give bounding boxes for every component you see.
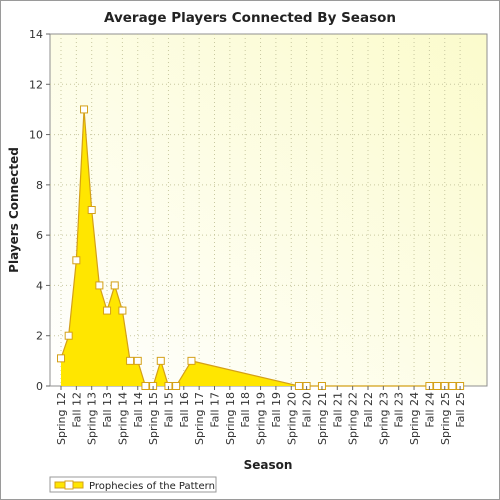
x-tick-label: Fall 13 bbox=[101, 392, 114, 428]
data-point bbox=[172, 382, 181, 390]
legend-label: Prophecies of the Pattern bbox=[89, 481, 215, 492]
data-point bbox=[87, 206, 96, 214]
y-tick-label: 4 bbox=[36, 279, 43, 292]
x-tick-label: Fall 16 bbox=[178, 392, 191, 428]
data-point bbox=[133, 356, 142, 365]
chart-title: Average Players Connected By Season bbox=[104, 10, 396, 26]
data-point bbox=[110, 281, 119, 290]
data-point bbox=[141, 382, 150, 390]
y-tick-label: 2 bbox=[36, 330, 43, 343]
y-tick-label: 6 bbox=[36, 229, 43, 242]
x-tick-label: Fall 20 bbox=[301, 392, 314, 428]
x-tick-label: Spring 22 bbox=[347, 392, 360, 445]
x-tick-label: Fall 12 bbox=[70, 392, 83, 428]
legend-box bbox=[49, 476, 217, 493]
series-fill bbox=[61, 109, 461, 387]
x-tick-label: Spring 25 bbox=[439, 392, 452, 445]
x-tick-label: Spring 19 bbox=[255, 392, 268, 445]
x-tick-label: Fall 22 bbox=[362, 392, 375, 428]
x-tick-label: Spring 14 bbox=[116, 392, 129, 445]
x-axis-ticks: Spring 12 Fall 12 Spring 13 Fall 13 Spring 1… bbox=[55, 386, 467, 445]
data-point bbox=[103, 306, 112, 315]
data-point bbox=[294, 382, 303, 390]
x-tick-label: Fall 15 bbox=[162, 392, 175, 428]
y-tick-label: 8 bbox=[36, 179, 43, 192]
x-tick-label: Spring 24 bbox=[408, 392, 421, 445]
y-tick-label: 12 bbox=[29, 78, 43, 91]
data-point bbox=[126, 356, 135, 365]
data-point bbox=[156, 356, 165, 365]
data-point bbox=[57, 354, 65, 363]
y-tick-label: 10 bbox=[29, 129, 43, 142]
legend: Prophecies of the Pattern bbox=[49, 476, 217, 493]
x-tick-label: Fall 25 bbox=[454, 392, 467, 428]
x-tick-label: Spring 13 bbox=[86, 392, 99, 445]
x-tick-label: Spring 17 bbox=[193, 392, 206, 445]
data-point bbox=[118, 306, 127, 315]
x-tick-label: Fall 18 bbox=[239, 392, 252, 428]
x-tick-label: Spring 18 bbox=[224, 392, 237, 445]
data-point bbox=[187, 356, 196, 365]
x-tick-label: Spring 21 bbox=[316, 392, 329, 445]
x-tick-label: Fall 14 bbox=[132, 392, 145, 428]
x-tick-label: Spring 15 bbox=[147, 392, 160, 445]
x-tick-label: Spring 23 bbox=[377, 392, 390, 445]
x-tick-label: Fall 23 bbox=[393, 392, 406, 428]
data-point bbox=[433, 382, 442, 390]
data-point bbox=[80, 105, 89, 114]
data-point bbox=[64, 331, 73, 340]
y-tick-label: 14 bbox=[29, 28, 43, 41]
y-tick-label: 0 bbox=[36, 380, 43, 393]
legend-marker bbox=[64, 480, 74, 490]
x-tick-label: Fall 21 bbox=[331, 392, 344, 428]
y-axis-ticks: 0 2 4 6 8 10 12 14 bbox=[29, 28, 50, 393]
y-axis-title: Players Connected bbox=[7, 147, 21, 273]
x-tick-label: Fall 17 bbox=[209, 392, 222, 428]
data-point bbox=[448, 382, 457, 390]
x-tick-label: Spring 20 bbox=[285, 392, 298, 445]
data-point bbox=[95, 281, 104, 290]
data-point bbox=[72, 256, 81, 265]
x-axis-title: Season bbox=[244, 458, 293, 472]
x-tick-label: Fall 19 bbox=[270, 392, 283, 428]
x-tick-label: Spring 12 bbox=[55, 392, 68, 445]
x-tick-label: Fall 24 bbox=[423, 392, 436, 428]
